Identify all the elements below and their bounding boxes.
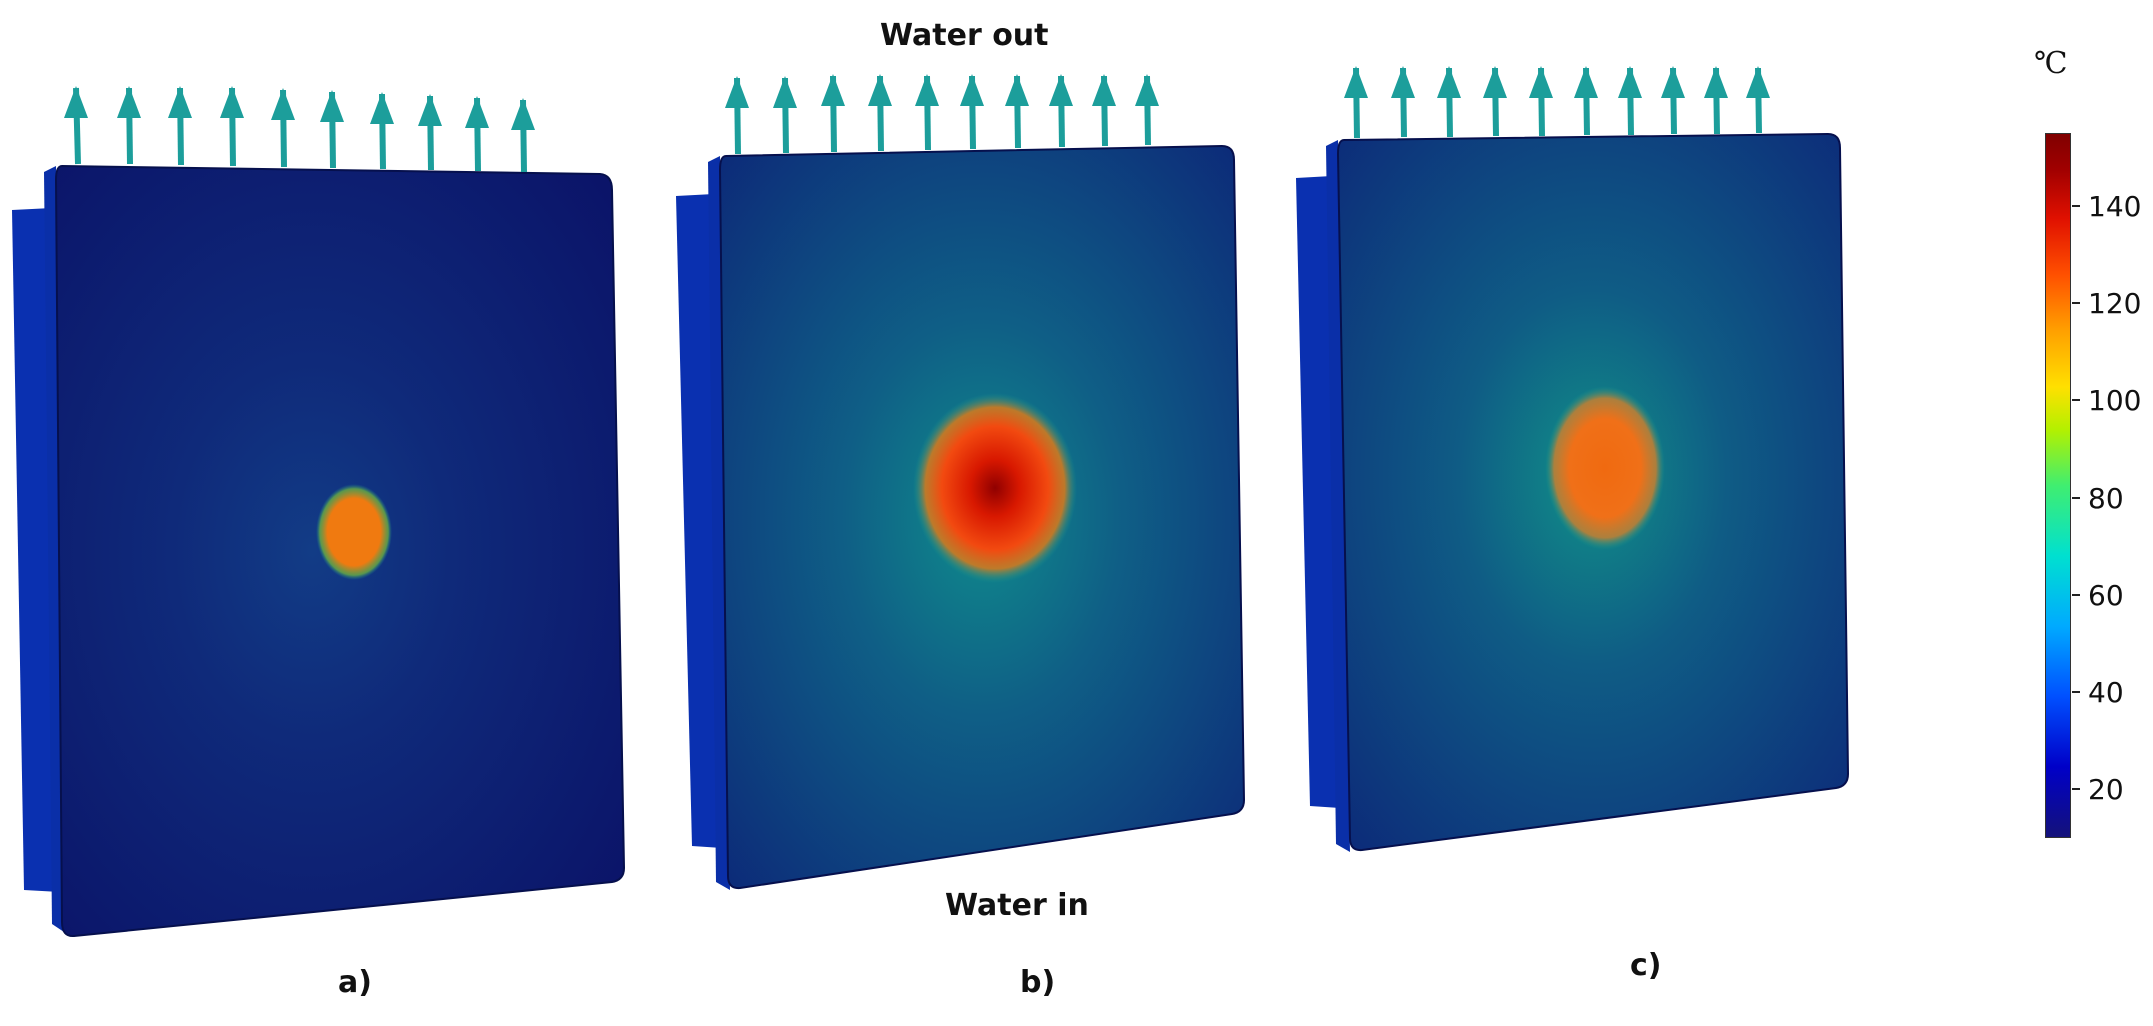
colorbar-tick-label: 20: [2088, 773, 2124, 807]
colorbar-tick-mark: [2072, 496, 2080, 499]
water-out-label: Water out: [880, 18, 1049, 53]
colorbar-tick-label: 140: [2088, 189, 2142, 223]
colorbar-tick-mark: [2072, 788, 2080, 791]
colorbar-tick-label: 40: [2088, 676, 2124, 710]
colorbar-tick-mark: [2072, 399, 2080, 402]
panel-a-caption: a): [338, 965, 372, 1000]
arrows-a: [64, 86, 535, 173]
colorbar-tick-label: 100: [2088, 384, 2142, 418]
colorbar: [2045, 133, 2071, 838]
colorbar-tick-mark: [2072, 691, 2080, 694]
colorbar-tick-label: 60: [2088, 578, 2124, 612]
panel-c: [1296, 132, 1850, 852]
plate-c-edge: [1326, 140, 1350, 852]
panel-b: [676, 144, 1246, 890]
panel-a: [12, 164, 626, 938]
colorbar-ticks: 20 40 60 80 100 120 140: [2072, 0, 2152, 1026]
hotspot-a: [316, 484, 392, 580]
hotspot-c: [1545, 386, 1665, 550]
colorbar-tick-label: 80: [2088, 481, 2124, 515]
panel-b-caption: b): [1020, 965, 1056, 1000]
colorbar-unit: ℃: [2034, 46, 2068, 81]
colorbar-tick-mark: [2072, 204, 2080, 207]
colorbar-tick-mark: [2072, 302, 2080, 305]
arrows-b: [725, 74, 1159, 155]
plate-b-edge: [708, 156, 730, 890]
arrows-c: [1344, 66, 1770, 139]
colorbar-tick-mark: [2072, 593, 2080, 596]
colorbar-tick-label: 120: [2088, 287, 2142, 321]
hotspot-b: [913, 393, 1077, 583]
panel-c-caption: c): [1630, 948, 1662, 983]
plate-a-edge: [44, 166, 64, 932]
water-in-label: Water in: [945, 888, 1089, 923]
